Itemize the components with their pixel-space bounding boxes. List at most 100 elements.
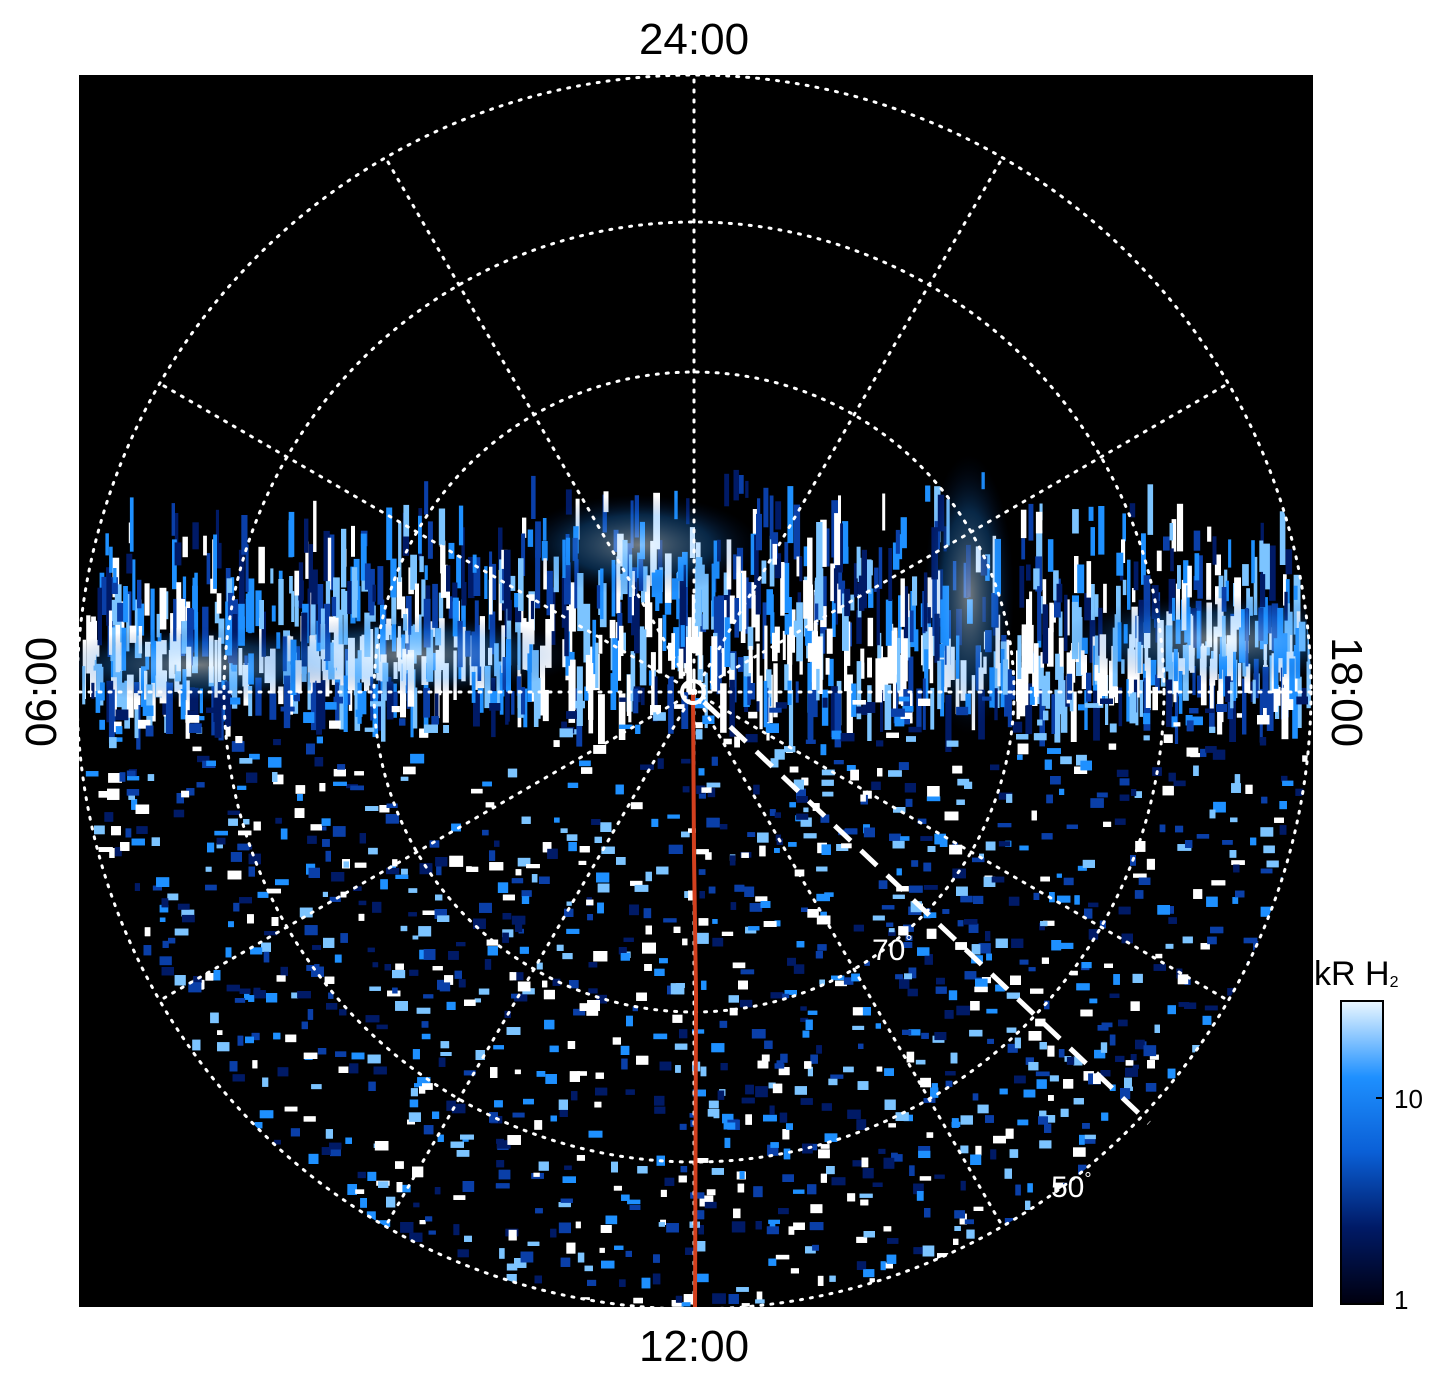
emission-speckle bbox=[228, 921, 234, 928]
emission-streak bbox=[930, 687, 935, 730]
colorbar-tick-mark-10 bbox=[1376, 1097, 1384, 1099]
emission-speckle bbox=[266, 993, 278, 1003]
emission-speckle bbox=[883, 1157, 895, 1169]
emission-speckle bbox=[816, 866, 828, 872]
emission-speckle bbox=[1200, 943, 1210, 950]
emission-streak bbox=[1141, 533, 1146, 585]
emission-speckle bbox=[739, 999, 753, 1008]
emission-speckle bbox=[231, 741, 245, 752]
emission-speckle bbox=[1132, 1064, 1139, 1069]
emission-speckle bbox=[946, 740, 959, 747]
emission-speckle bbox=[770, 1142, 779, 1148]
emission-speckle bbox=[872, 915, 885, 921]
emission-speckle bbox=[835, 980, 847, 987]
emission-speckle bbox=[995, 938, 1008, 948]
emission-speckle bbox=[681, 831, 690, 838]
emission-streak bbox=[634, 595, 640, 654]
emission-speckle bbox=[787, 957, 796, 966]
emission-speckle bbox=[307, 1009, 314, 1020]
emission-streak bbox=[787, 486, 794, 544]
emission-speckle bbox=[1030, 988, 1044, 994]
emission-speckle bbox=[699, 1195, 714, 1207]
meridian-line bbox=[692, 690, 1004, 1228]
emission-speckle bbox=[645, 925, 652, 935]
emission-speckle bbox=[634, 884, 649, 892]
emission-streak bbox=[729, 659, 735, 688]
emission-speckle bbox=[957, 778, 970, 786]
emission-speckle bbox=[437, 915, 450, 922]
emission-speckle bbox=[972, 857, 985, 863]
emission-speckle bbox=[1279, 801, 1287, 810]
emission-speckle bbox=[600, 1225, 612, 1233]
emission-speckle bbox=[507, 1135, 521, 1145]
emission-streak bbox=[774, 553, 782, 579]
emission-speckle bbox=[547, 848, 558, 859]
emission-streak bbox=[357, 682, 362, 724]
radial-dashed-track bbox=[702, 700, 1151, 1125]
emission-streak bbox=[1230, 681, 1234, 709]
emission-speckle bbox=[701, 787, 712, 793]
emission-streak bbox=[895, 529, 900, 554]
emission-speckle bbox=[820, 1173, 827, 1183]
emission-speckle bbox=[741, 852, 749, 858]
emission-speckle bbox=[747, 832, 756, 837]
emission-speckle bbox=[641, 1277, 651, 1289]
emission-streak bbox=[351, 525, 355, 557]
emission-speckle bbox=[507, 768, 518, 778]
emission-streak bbox=[165, 682, 173, 734]
emission-speckle bbox=[378, 1181, 389, 1188]
emission-speckle bbox=[239, 897, 252, 904]
emission-speckle bbox=[456, 942, 466, 947]
emission-streak bbox=[238, 549, 245, 609]
emission-streak bbox=[1163, 536, 1170, 551]
emission-speckle bbox=[267, 888, 281, 894]
emission-streak bbox=[788, 690, 794, 747]
emission-speckle bbox=[1009, 1149, 1019, 1158]
emission-streak bbox=[1022, 651, 1029, 667]
emission-speckle bbox=[550, 1228, 557, 1238]
emission-speckle bbox=[216, 837, 226, 845]
emission-speckle bbox=[374, 1141, 389, 1151]
emission-speckle bbox=[575, 1221, 581, 1229]
emission-speckle bbox=[506, 1027, 521, 1035]
emission-streak bbox=[1242, 564, 1249, 586]
emission-streak bbox=[745, 480, 749, 498]
emission-streak bbox=[331, 596, 337, 617]
emission-speckle bbox=[418, 926, 432, 937]
emission-speckle bbox=[579, 1003, 593, 1011]
emission-speckle bbox=[731, 1221, 746, 1233]
emission-streak bbox=[816, 668, 820, 701]
emission-streak bbox=[174, 513, 179, 560]
emission-speckle bbox=[368, 847, 378, 855]
emission-speckle bbox=[303, 1116, 316, 1122]
emission-speckle bbox=[1281, 775, 1288, 782]
emission-streak bbox=[489, 551, 493, 579]
emission-streak bbox=[1129, 503, 1136, 518]
emission-speckle bbox=[1014, 1037, 1021, 1049]
emission-speckle bbox=[824, 1133, 838, 1142]
emission-streak bbox=[834, 594, 838, 625]
emission-streak bbox=[844, 588, 851, 617]
emission-speckle bbox=[428, 1230, 436, 1235]
emission-speckle bbox=[780, 1053, 788, 1063]
emission-speckle bbox=[821, 844, 831, 855]
emission-streak bbox=[1071, 643, 1076, 683]
emission-streak bbox=[372, 584, 376, 602]
emission-speckle bbox=[688, 890, 696, 901]
emission-speckle bbox=[898, 926, 909, 936]
emission-speckle bbox=[489, 862, 504, 871]
emission-speckle bbox=[1177, 974, 1189, 985]
emission-speckle bbox=[657, 758, 664, 769]
emission-speckle bbox=[1113, 974, 1120, 985]
emission-streak bbox=[1060, 680, 1068, 733]
emission-streak bbox=[1042, 604, 1049, 664]
emission-streak bbox=[769, 535, 775, 587]
emission-speckle bbox=[253, 987, 261, 993]
emission-speckle bbox=[620, 1045, 630, 1055]
emission-speckle bbox=[953, 1238, 959, 1245]
emission-speckle bbox=[486, 939, 499, 946]
emission-streak bbox=[472, 554, 477, 573]
emission-speckle bbox=[409, 1232, 423, 1242]
emission-speckle bbox=[567, 1041, 576, 1049]
emission-streak bbox=[354, 683, 361, 731]
